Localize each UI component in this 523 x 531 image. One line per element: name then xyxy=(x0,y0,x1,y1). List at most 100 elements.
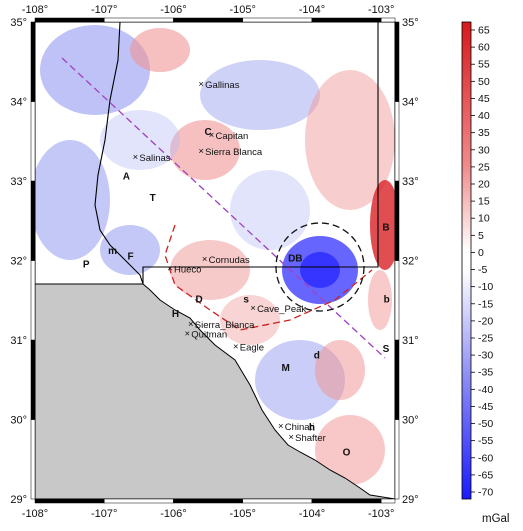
lat-label-left: 33° xyxy=(10,176,27,188)
frame-bar-top xyxy=(34,17,105,23)
lat-label-left: 31° xyxy=(10,335,27,347)
frame-bar-right xyxy=(394,419,400,500)
frame-bar-right xyxy=(394,260,400,341)
colorbar-tick-label: -10 xyxy=(478,281,493,293)
lat-label-right: 33° xyxy=(402,176,419,188)
colorbar-tick-label: 15 xyxy=(478,196,490,208)
lat-label-left: 30° xyxy=(10,415,27,427)
colorbar-tick-label: -70 xyxy=(478,487,493,499)
anomaly-field xyxy=(35,25,395,485)
colorbar xyxy=(461,21,472,500)
colorbar-tick-label: -5 xyxy=(478,264,487,276)
colorbar-tick-label: 65 xyxy=(478,25,490,37)
colorbar-tick-label: 30 xyxy=(478,144,490,156)
frame-bar-left xyxy=(30,260,36,341)
frame-bar-right xyxy=(394,101,400,182)
region-label: H xyxy=(172,309,179,320)
region-label: b xyxy=(384,295,390,306)
region-label: O xyxy=(343,447,351,458)
colorbar-tick-label: -20 xyxy=(478,315,493,327)
lon-label-bottom: -104° xyxy=(299,508,325,520)
place-label: Sierra_Blanca xyxy=(195,320,255,331)
lat-label-right: 30° xyxy=(402,415,419,427)
colorbar-tick-label: 0 xyxy=(478,247,484,259)
colorbar-tick-label: 20 xyxy=(478,179,490,191)
colorbar-tick-label: -30 xyxy=(478,350,493,362)
frame-bar-top xyxy=(311,17,382,23)
lon-label-top: -107° xyxy=(91,4,117,16)
place-label: Eagle xyxy=(240,342,264,353)
region-label: s xyxy=(243,295,249,306)
colorbar-tick-label: -15 xyxy=(478,298,493,310)
place-label: Cave_Peak xyxy=(257,304,306,315)
region-label: A xyxy=(123,171,130,182)
lon-label-bottom: -103° xyxy=(368,508,394,520)
colorbar-tick-label: 55 xyxy=(478,59,490,71)
profile-line-red xyxy=(164,224,373,331)
colorbar-unit: mGal xyxy=(482,513,509,525)
place-marker: × xyxy=(198,146,204,157)
colorbar-tick-label: 5 xyxy=(478,230,484,242)
lon-label-bottom: -107° xyxy=(91,508,117,520)
lon-label-bottom: -106° xyxy=(160,508,186,520)
region-label: h xyxy=(309,423,315,434)
place-marker: × xyxy=(209,130,215,141)
lat-label-left: 34° xyxy=(10,97,27,109)
lat-label-left: 35° xyxy=(10,17,27,29)
lat-label-right: 35° xyxy=(402,17,419,29)
axis-labels: -108° -108° -107° -107° -106° -106° -105° -105°… xyxy=(10,4,418,520)
frame-bar-top xyxy=(380,17,396,23)
frame-bar-right xyxy=(394,339,400,420)
colorbar-ticks: 65605550454035302520151050-5-10-15-20-25… xyxy=(471,25,493,499)
regions-layer: C A T B DB mF P D s b H Sd Mh O xyxy=(83,127,390,458)
frame-bar-left xyxy=(30,180,36,261)
colorbar-tick-label: 50 xyxy=(478,76,490,88)
lat-label-left: 32° xyxy=(10,256,27,268)
place-marker: × xyxy=(167,263,173,274)
place-label: Salinas xyxy=(139,153,170,164)
lat-label-left: 29° xyxy=(10,494,27,506)
place-marker: × xyxy=(250,303,256,314)
place-label: Sierra Blanca xyxy=(205,147,263,158)
region-label: d xyxy=(314,350,320,361)
frame-bars xyxy=(30,17,400,504)
lon-label-top: -106° xyxy=(160,4,186,16)
region-label: B xyxy=(382,222,389,233)
place-label: Gallinas xyxy=(205,80,240,91)
state-border xyxy=(35,22,379,285)
frame-bar-right xyxy=(394,21,400,102)
colorbar-tick-label: -45 xyxy=(478,401,493,413)
region-label: T xyxy=(150,193,156,204)
frame-bar-bottom xyxy=(173,498,243,504)
colorbar-tick-label: -35 xyxy=(478,367,493,379)
place-marker: × xyxy=(202,254,208,265)
rio-grande xyxy=(94,22,144,285)
colorbar-tick-label: 25 xyxy=(478,161,490,173)
colorbar-tick-label: -60 xyxy=(478,452,493,464)
place-marker: × xyxy=(288,432,294,443)
place-marker: × xyxy=(185,329,191,340)
lat-label-right: 29° xyxy=(402,494,419,506)
place-marker: × xyxy=(188,319,194,330)
frame-bar-bottom xyxy=(380,498,396,504)
places-layer: × Gallinas× Capitan× Sierra Blanca× Salinas×… xyxy=(133,79,326,444)
region-label: D xyxy=(195,295,202,306)
colorbar-tick-label: 10 xyxy=(478,213,490,225)
frame-bar-top xyxy=(173,17,243,23)
colorbar-tick-label: -55 xyxy=(478,435,493,447)
place-marker: × xyxy=(233,341,239,352)
lat-label-right: 32° xyxy=(402,256,419,268)
colorbar-tick-label: -50 xyxy=(478,418,493,430)
region-label: m xyxy=(108,246,117,257)
colorbar-tick-label: 35 xyxy=(478,127,490,139)
colorbar-tick-label: 45 xyxy=(478,93,490,105)
colorbar-tick-label: 40 xyxy=(478,110,490,122)
place-label: Hueco xyxy=(174,264,201,275)
place-label: Cornudas xyxy=(209,255,250,266)
frame-bar-bottom xyxy=(34,498,105,504)
region-label: DB xyxy=(288,253,302,264)
region-label: C xyxy=(204,127,211,138)
colorbar-tick-label: -40 xyxy=(478,384,493,396)
frame-bar-top xyxy=(242,17,313,23)
lon-label-bottom: -105° xyxy=(229,508,255,520)
